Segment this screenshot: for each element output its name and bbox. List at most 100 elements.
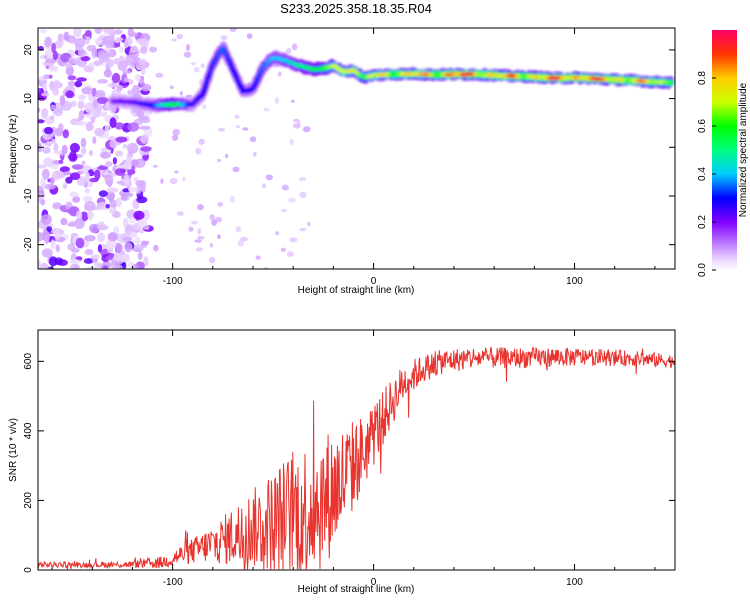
noise-blob xyxy=(122,236,133,242)
noise-blob xyxy=(237,239,244,247)
noise-blob xyxy=(38,231,43,243)
noise-blob xyxy=(275,231,280,236)
noise-blob xyxy=(63,31,70,41)
noise-blob xyxy=(40,262,49,269)
noise-blob xyxy=(65,65,74,76)
noise-blob xyxy=(106,187,119,193)
noise-blob xyxy=(52,108,64,117)
noise-blob xyxy=(217,158,222,163)
noise-blob xyxy=(105,255,113,261)
noise-blob xyxy=(262,183,266,189)
snr-plot xyxy=(38,346,675,570)
y-tick-label: 20 xyxy=(23,44,34,56)
x-tick-label: -100 xyxy=(163,577,183,588)
noise-blob xyxy=(84,200,96,212)
noise-blob xyxy=(132,263,139,269)
noise-blob xyxy=(66,222,76,227)
noise-blob xyxy=(114,58,120,65)
noise-blob xyxy=(102,265,109,269)
noise-blob xyxy=(109,199,118,208)
noise-blob xyxy=(109,139,118,149)
noise-blob xyxy=(39,29,47,34)
ridge-core xyxy=(207,71,212,76)
noise-blob xyxy=(171,38,178,42)
noise-blob xyxy=(123,174,130,186)
noise-blob xyxy=(153,244,159,252)
noise-blob xyxy=(96,224,109,231)
noise-blob xyxy=(84,171,90,183)
noise-blob xyxy=(49,115,55,121)
noise-blob xyxy=(77,100,85,110)
noise-blob xyxy=(303,126,311,133)
noise-blob xyxy=(52,170,62,181)
noise-blob xyxy=(94,127,105,137)
noise-blob xyxy=(44,235,50,245)
noise-blob xyxy=(105,204,110,209)
noise-blob xyxy=(45,58,58,64)
noise-blob xyxy=(94,169,101,180)
x-tick-label: 100 xyxy=(566,276,583,287)
noise-blob xyxy=(58,159,64,164)
noise-blob xyxy=(134,236,141,245)
noise-blob xyxy=(38,164,47,169)
noise-blob xyxy=(209,214,216,221)
noise-blob xyxy=(70,263,80,269)
noise-blob xyxy=(49,256,58,267)
noise-blob xyxy=(94,37,103,45)
noise-blob xyxy=(74,218,85,229)
ridge-core xyxy=(201,89,206,94)
noise-blob xyxy=(225,153,229,159)
noise-blob xyxy=(188,226,194,232)
spectral-ridge xyxy=(108,41,675,113)
noise-blob xyxy=(59,166,70,173)
noise-blob xyxy=(242,127,249,131)
noise-blob xyxy=(84,248,94,256)
noise-blob xyxy=(208,256,216,264)
noise-blob xyxy=(78,94,86,101)
noise-blob xyxy=(107,232,118,242)
noise-blob xyxy=(84,235,96,242)
noise-blob xyxy=(115,150,124,157)
noise-blob xyxy=(176,211,184,216)
spectrogram-plot xyxy=(38,28,675,269)
snr-ylabel: SNR (10 * v/v) xyxy=(8,418,19,482)
noise-blob xyxy=(134,74,141,82)
noise-blob xyxy=(193,66,200,73)
colorbar-tick-label: 0.2 xyxy=(697,215,708,229)
ridge-core xyxy=(251,85,257,89)
noise-blob xyxy=(92,99,98,108)
noise-blob xyxy=(185,94,193,99)
noise-blob xyxy=(181,176,186,182)
noise-blob xyxy=(134,244,145,251)
noise-blob xyxy=(83,258,94,264)
noise-blob xyxy=(281,184,290,191)
noise-blob xyxy=(149,46,157,53)
noise-blob xyxy=(220,35,228,41)
noise-blob xyxy=(97,244,102,253)
noise-blob xyxy=(94,92,105,97)
noise-blob xyxy=(58,123,64,132)
noise-blob xyxy=(123,39,129,49)
noise-blob xyxy=(82,195,93,202)
noise-blob xyxy=(80,56,91,62)
noise-blob xyxy=(122,70,131,75)
noise-blob xyxy=(115,136,128,143)
noise-blob xyxy=(42,82,48,93)
noise-blob xyxy=(62,182,68,189)
noise-blob xyxy=(88,223,100,234)
noise-blob xyxy=(130,159,140,167)
noise-blob xyxy=(131,165,136,170)
noise-blob xyxy=(71,248,80,253)
noise-blob xyxy=(263,108,270,112)
noise-blob xyxy=(60,217,68,226)
noise-blob xyxy=(185,44,190,51)
noise-blob xyxy=(265,174,273,181)
noise-blob xyxy=(74,80,83,88)
noise-blob xyxy=(176,33,183,40)
noise-blob xyxy=(217,234,221,240)
noise-blob xyxy=(96,97,109,104)
noise-blob xyxy=(54,229,61,240)
noise-blob xyxy=(68,56,74,68)
noise-blob xyxy=(174,170,179,174)
